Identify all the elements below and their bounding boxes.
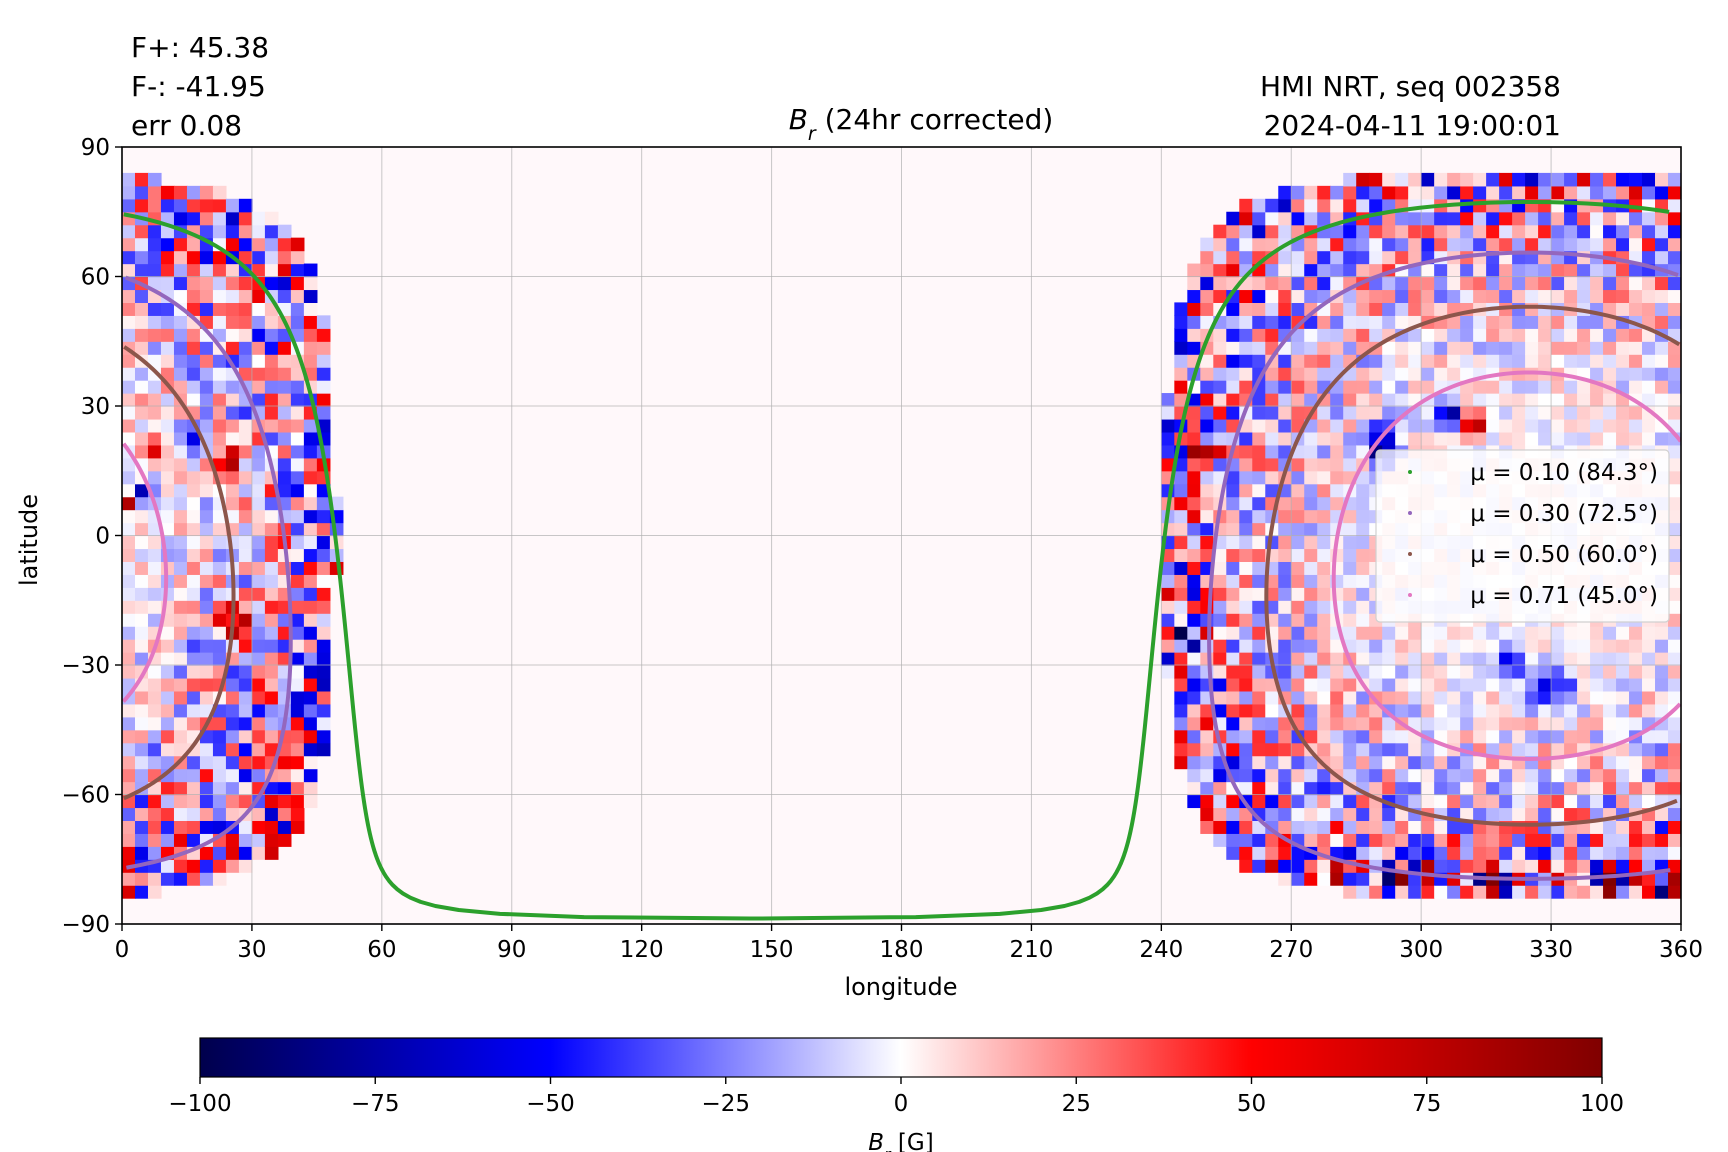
colorbar-tick-label: −50 — [526, 1091, 575, 1117]
x-tick-label: 360 — [1659, 937, 1703, 963]
y-tick-label: −90 — [61, 912, 110, 938]
colorbar-tick-label: 50 — [1237, 1091, 1266, 1117]
mu-contour-line — [122, 370, 1681, 761]
colorbar-tick-label: 0 — [894, 1091, 909, 1117]
legend-box — [1375, 449, 1670, 623]
flux-negative: F-: -41.95 — [131, 70, 266, 103]
flux-positive: F+: 45.38 — [131, 31, 270, 64]
colorbar-tick-label: −75 — [351, 1091, 400, 1117]
data-source: HMI NRT, seq 002358 — [1259, 70, 1561, 103]
legend: μ = 0.10 (84.3°) μ = 0.30 (72.5°) μ = 0.50… — [1375, 449, 1670, 623]
x-tick-label: 210 — [1009, 937, 1053, 963]
mu-contours — [122, 199, 1681, 921]
y-tick-label: 60 — [81, 265, 110, 291]
x-axis-label: longitude — [844, 973, 957, 1001]
colorbar-tick-label: 100 — [1580, 1091, 1624, 1117]
colorbar — [199, 1037, 1603, 1078]
chart-title: Br (24hr corrected) — [789, 103, 1054, 145]
colorbar-tick-label: −100 — [168, 1091, 231, 1117]
legend-marker — [1408, 552, 1412, 556]
legend-label: μ = 0.50 (60.0°) — [1470, 542, 1658, 568]
y-tick-label: −30 — [61, 653, 110, 679]
legend-label: μ = 0.71 (45.0°) — [1470, 583, 1658, 609]
x-tick-label: 240 — [1139, 937, 1183, 963]
error-value: err 0.08 — [131, 109, 243, 142]
x-tick-label: 0 — [115, 937, 130, 963]
y-axis-label: latitude — [15, 494, 43, 586]
x-tick-label: 300 — [1399, 937, 1443, 963]
observation-timestamp: 2024-04-11 19:00:01 — [1263, 109, 1561, 142]
x-tick-label: 120 — [620, 937, 664, 963]
y-tick-label: −60 — [61, 783, 110, 809]
x-tick-label: 180 — [880, 937, 924, 963]
mu-contour-line — [123, 199, 1670, 921]
mu-contour-line — [124, 250, 1679, 881]
disk-magnetogram — [122, 172, 1681, 899]
legend-marker — [1408, 593, 1412, 597]
legend-marker — [1408, 470, 1412, 474]
x-axis-ticks: 0 30 60 90 120 150 180 210 240 270 300 330 360 — [115, 924, 1703, 963]
x-tick-label: 270 — [1269, 937, 1313, 963]
x-tick-label: 90 — [497, 937, 526, 963]
colorbar-ticks: −100 −75 −50 −25 0 25 50 75 100 — [168, 1077, 1624, 1117]
colorbar-label: Br [G] — [868, 1130, 933, 1152]
colorbar-tick-label: 75 — [1412, 1091, 1441, 1117]
colorbar-tick-label: −25 — [701, 1091, 750, 1117]
colorbar-tick-label: 25 — [1062, 1091, 1091, 1117]
x-tick-label: 60 — [367, 937, 396, 963]
x-tick-label: 150 — [750, 937, 794, 963]
x-tick-label: 30 — [237, 937, 266, 963]
y-axis-ticks: 90 60 30 0 −30 −60 −90 — [61, 135, 122, 938]
legend-marker — [1408, 511, 1412, 515]
legend-label: μ = 0.30 (72.5°) — [1470, 501, 1658, 527]
mu-contour-line — [122, 304, 1681, 827]
x-tick-label: 330 — [1529, 937, 1573, 963]
y-tick-label: 0 — [95, 524, 110, 550]
legend-label: μ = 0.10 (84.3°) — [1470, 460, 1658, 486]
y-tick-label: 90 — [81, 135, 110, 161]
y-tick-label: 30 — [81, 394, 110, 420]
